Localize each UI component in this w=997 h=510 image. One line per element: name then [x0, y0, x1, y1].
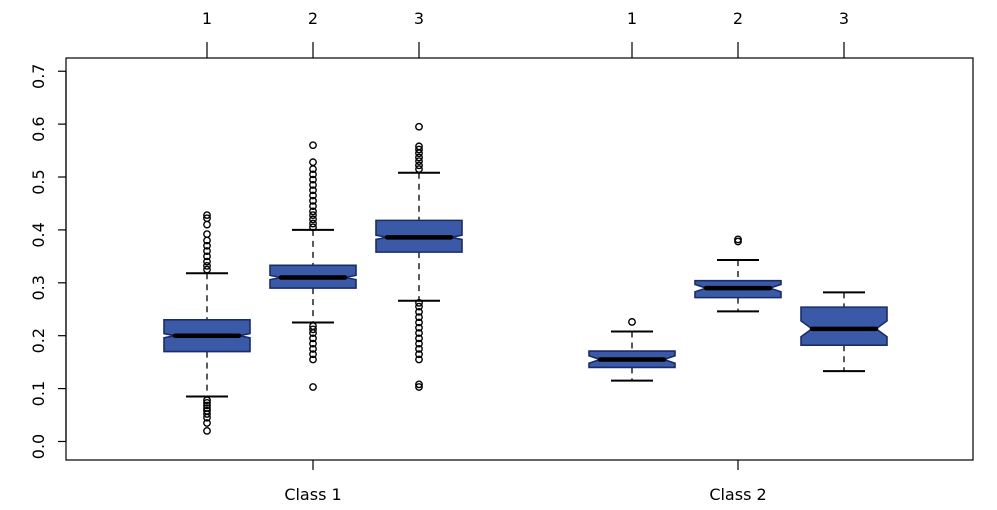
- outlier-point: [415, 339, 423, 348]
- outlier-point: [309, 345, 317, 353]
- outlier-point: [203, 265, 211, 274]
- outlier-point: [415, 380, 423, 389]
- y-tick-label: 0.1: [29, 381, 48, 406]
- top-tick-label: 2: [308, 9, 318, 28]
- outlier-point: [309, 219, 317, 228]
- outlier-point: [415, 161, 423, 170]
- outlier-point: [415, 145, 423, 154]
- outlier-point: [415, 122, 423, 131]
- outlier-point: [415, 165, 423, 173]
- outlier-point: [203, 252, 211, 261]
- outlier-point: [415, 355, 423, 364]
- top-tick-label: 3: [414, 9, 424, 28]
- outlier-point: [415, 350, 423, 359]
- outlier-point: [415, 329, 423, 337]
- outlier-point: [415, 383, 423, 391]
- outlier-point: [203, 214, 211, 223]
- outlier-point: [203, 230, 211, 239]
- outlier-point: [309, 207, 317, 216]
- outlier-point: [203, 220, 211, 229]
- outlier-point: [415, 313, 423, 322]
- outlier-point: [309, 158, 317, 167]
- outlier-point: [415, 318, 423, 327]
- outlier-point: [203, 211, 211, 219]
- outlier-point: [203, 398, 211, 407]
- outlier-point: [309, 383, 317, 391]
- y-tick-label: 0.6: [29, 116, 48, 141]
- top-tick-label: 2: [733, 9, 743, 28]
- outlier-point: [415, 299, 423, 307]
- plot-frame: [65, 57, 974, 461]
- outlier-point: [309, 211, 317, 219]
- outlier-point: [203, 396, 211, 405]
- outlier-point: [309, 196, 317, 205]
- outlier-point: [203, 404, 211, 413]
- box-body: [800, 306, 888, 347]
- outlier-point: [309, 334, 317, 343]
- outlier-point: [203, 241, 211, 250]
- outlier-point: [309, 141, 317, 150]
- group-label: Class 1: [284, 485, 341, 504]
- outlier-point: [309, 175, 317, 184]
- y-tick-label: 0.2: [29, 328, 48, 353]
- outlier-point: [203, 257, 211, 266]
- outlier-point: [415, 307, 423, 316]
- outlier-point: [203, 427, 211, 435]
- outlier-point: [309, 322, 317, 331]
- outlier-point: [309, 191, 317, 200]
- outlier-point: [415, 153, 423, 162]
- outlier-point: [309, 223, 317, 232]
- outlier-point: [309, 339, 317, 348]
- outlier-point: [309, 170, 317, 179]
- y-tick-label: 0.3: [29, 275, 48, 300]
- outlier-point: [415, 323, 423, 332]
- outlier-point: [415, 334, 423, 343]
- y-tick-label: 0.0: [29, 434, 48, 459]
- outlier-point: [309, 186, 317, 195]
- outlier-point: [734, 235, 742, 244]
- outlier-point: [309, 215, 317, 224]
- outlier-point: [203, 406, 211, 415]
- outlier-point: [203, 419, 211, 427]
- outlier-point: [415, 157, 423, 166]
- outlier-point: [309, 350, 317, 359]
- outlier-point: [309, 355, 317, 364]
- outlier-point: [628, 318, 636, 326]
- top-tick-label: 1: [627, 9, 637, 28]
- outlier-point: [309, 202, 317, 211]
- top-tick-label: 3: [839, 9, 849, 28]
- y-tick-label: 0.5: [29, 169, 48, 194]
- outlier-point: [415, 302, 423, 311]
- outlier-point: [203, 401, 211, 410]
- outlier-point: [415, 142, 423, 151]
- outlier-point: [309, 325, 317, 334]
- outlier-point: [309, 181, 317, 189]
- outlier-point: [203, 247, 211, 255]
- top-tick-label: 1: [202, 9, 212, 28]
- group-label: Class 2: [709, 485, 766, 504]
- outlier-point: [203, 261, 211, 270]
- y-tick-label: 0.4: [29, 222, 48, 247]
- outlier-point: [415, 345, 423, 353]
- y-tick-label: 0.7: [29, 63, 48, 88]
